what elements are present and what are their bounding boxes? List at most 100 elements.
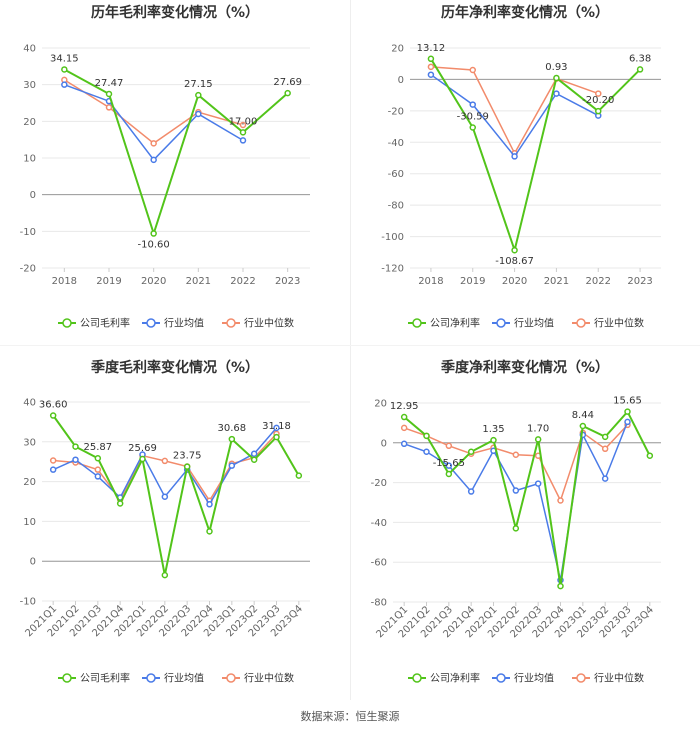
y-tick-label: -80 bbox=[371, 598, 387, 609]
legend-marker bbox=[496, 673, 506, 683]
legend-item-industry-median: 行业中位数 bbox=[572, 317, 644, 330]
legend-label: 行业中位数 bbox=[594, 317, 644, 330]
data-point bbox=[511, 246, 518, 254]
series-industry-median bbox=[61, 76, 247, 147]
x-tick-label: 2020 bbox=[141, 276, 166, 287]
x-tick-label: 2018 bbox=[52, 276, 77, 287]
legend-marker bbox=[226, 673, 236, 683]
legend-label: 行业均值 bbox=[514, 317, 554, 330]
data-point bbox=[512, 451, 520, 458]
y-tick-label: -20 bbox=[388, 106, 404, 117]
data-point bbox=[423, 448, 430, 456]
data-point bbox=[161, 493, 169, 500]
data-point bbox=[601, 475, 609, 482]
data-point bbox=[239, 129, 247, 136]
data-source-note: 数据来源：恒生聚源 bbox=[300, 710, 400, 723]
data-point bbox=[139, 455, 146, 463]
x-tick-label: 2021 bbox=[186, 276, 211, 287]
data-point bbox=[579, 422, 587, 430]
data-point bbox=[49, 457, 57, 464]
y-tick-label: 0 bbox=[381, 438, 387, 449]
legend-label: 行业均值 bbox=[514, 672, 554, 685]
data-point bbox=[228, 435, 236, 443]
legend-marker bbox=[412, 318, 422, 328]
data-label: 13.12 bbox=[417, 43, 446, 54]
data-label: -20.20 bbox=[582, 95, 614, 106]
data-label: 27.69 bbox=[273, 77, 302, 88]
data-point bbox=[557, 497, 564, 504]
data-point bbox=[49, 412, 57, 419]
data-point bbox=[94, 473, 102, 480]
y-tick-label: 20 bbox=[391, 44, 404, 55]
data-point bbox=[61, 81, 68, 88]
data-point bbox=[557, 582, 564, 590]
chart-quarterly-net-margin: 季度净利率变化情况（%） -80 -60 -40 -20 0 20 2021Q1 2021Q2 2… bbox=[350, 355, 700, 710]
data-label: 12.95 bbox=[390, 401, 419, 412]
vertical-divider bbox=[350, 0, 351, 700]
legend-label: 公司毛利率 bbox=[80, 317, 130, 330]
data-point bbox=[601, 445, 609, 453]
data-point bbox=[427, 55, 435, 63]
y-tick-label: 30 bbox=[23, 437, 36, 448]
data-label: 31.18 bbox=[262, 421, 291, 432]
legend-label: 行业中位数 bbox=[594, 672, 644, 685]
data-point bbox=[427, 71, 435, 78]
legend-item-industry-avg: 行业均值 bbox=[142, 317, 204, 330]
x-tick-label: 2019 bbox=[96, 276, 121, 287]
chart-title: 季度净利率变化情况（%） bbox=[440, 359, 609, 376]
x-tick-label: 2018 bbox=[418, 276, 443, 287]
data-point bbox=[469, 101, 476, 108]
legend-item-industry-median: 行业中位数 bbox=[222, 317, 294, 330]
data-point bbox=[49, 466, 57, 473]
y-tick-label: 40 bbox=[23, 44, 36, 55]
x-tick-label: 2019 bbox=[460, 276, 485, 287]
data-point bbox=[105, 90, 113, 98]
data-point bbox=[183, 463, 191, 470]
legend-item-industry-avg: 行业均值 bbox=[492, 672, 554, 685]
data-point bbox=[646, 452, 654, 459]
series-industry-avg bbox=[49, 424, 280, 508]
chart-title: 季度毛利率变化情况（%） bbox=[90, 359, 259, 376]
data-point bbox=[239, 137, 247, 144]
data-point bbox=[72, 456, 79, 463]
chart-svg: 季度毛利率变化情况（%）-100102030402021Q12021Q22021… bbox=[20, 359, 310, 685]
data-label: 30.68 bbox=[218, 423, 247, 434]
data-point bbox=[624, 408, 631, 415]
y-tick-label: -40 bbox=[371, 518, 387, 529]
legend-marker bbox=[576, 673, 586, 683]
data-point bbox=[595, 107, 602, 115]
data-point bbox=[400, 413, 408, 421]
legend-marker bbox=[412, 673, 422, 683]
series-line bbox=[403, 409, 651, 587]
chart-svg: 季度净利率变化情况（%）-80-60-40-200202021Q12021Q22… bbox=[371, 359, 661, 685]
data-label: -10.60 bbox=[138, 240, 170, 251]
data-point bbox=[534, 436, 542, 443]
series-line bbox=[403, 421, 629, 581]
data-label: 36.60 bbox=[39, 400, 68, 411]
legend-label: 行业均值 bbox=[164, 672, 204, 685]
y-tick-label: -100 bbox=[381, 232, 404, 243]
data-point bbox=[150, 156, 157, 164]
x-tick-label: 2020 bbox=[502, 276, 527, 287]
data-label: -108.67 bbox=[495, 256, 534, 267]
data-point bbox=[445, 442, 453, 450]
chart-annual-gross-margin: 历年毛利率变化情况（%） -20 -10 0 10 20 30 40 2018 2019 2020 2… bbox=[0, 0, 350, 355]
data-label: 27.15 bbox=[184, 79, 213, 90]
legend-marker bbox=[146, 673, 156, 683]
data-point bbox=[250, 456, 258, 463]
data-point bbox=[206, 501, 213, 508]
data-label: 0.93 bbox=[545, 62, 567, 73]
data-point bbox=[512, 487, 520, 494]
data-point bbox=[284, 89, 291, 97]
series-company bbox=[427, 55, 644, 254]
chart-quarterly-gross-margin: 季度毛利率变化情况（%） -10 0 10 20 30 40 2021Q1 2021Q2 2021… bbox=[0, 355, 350, 710]
legend-label: 行业中位数 bbox=[244, 672, 294, 685]
legend-item-company: 公司净利率 bbox=[408, 672, 480, 685]
y-tick-label: -20 bbox=[371, 478, 387, 489]
chart-svg: 历年毛利率变化情况（%） -20 -10 0 10 20 30 40 2018 2019 2020 2… bbox=[20, 4, 310, 330]
data-label: 8.44 bbox=[572, 410, 594, 421]
series-company bbox=[49, 412, 303, 579]
data-point bbox=[161, 571, 169, 579]
data-point bbox=[467, 488, 475, 495]
series-industry-avg bbox=[61, 81, 247, 164]
